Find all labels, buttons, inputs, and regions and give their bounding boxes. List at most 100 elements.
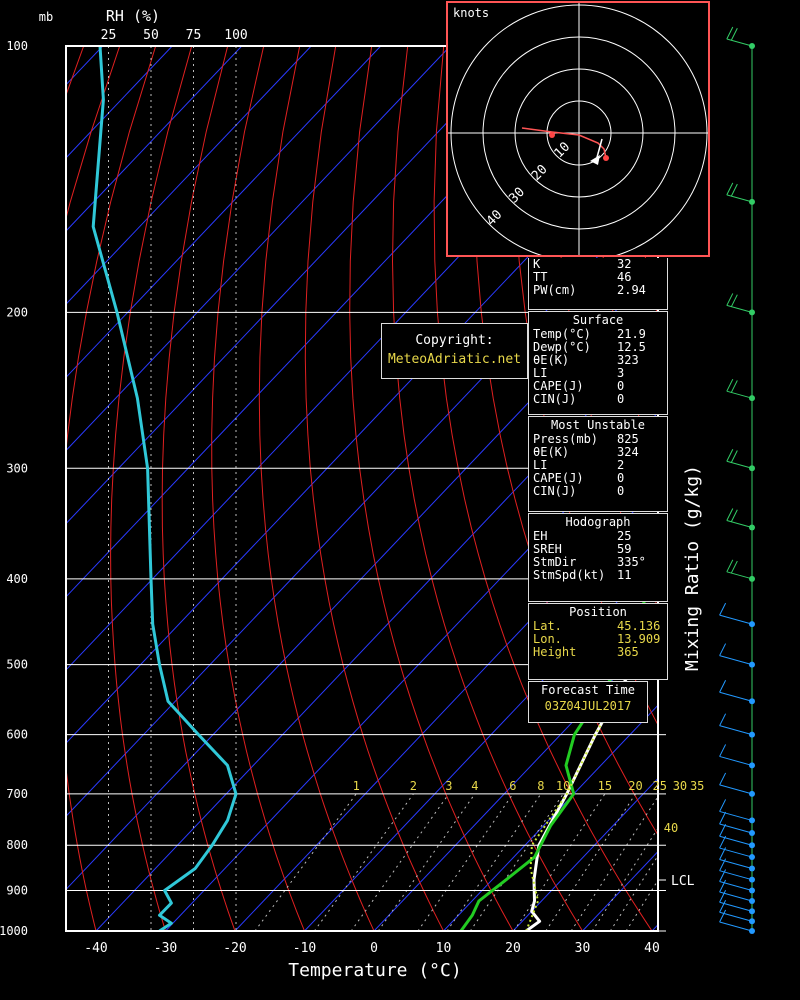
row-value: 25 (617, 529, 632, 543)
wind-barb-staff (719, 755, 753, 766)
wind-barb-staff (719, 881, 753, 891)
dry-adiabat-line (304, 46, 444, 931)
isotherm-line (373, 631, 658, 931)
mixing-ratio-label: 15 (598, 779, 612, 793)
most-unstable-row: Press(mb) 825 (529, 433, 667, 446)
rh-tick-label: 100 (224, 28, 247, 43)
mixing-ratio-label: 3 (445, 779, 452, 793)
wind-barb-staff (719, 655, 753, 666)
row-label: CAPE(J) (533, 471, 584, 485)
row-value: 46 (617, 270, 632, 284)
wind-barb-staff (719, 784, 753, 795)
most-unstable-title: Most Unstable (551, 418, 645, 432)
wind-barb-feather (726, 508, 734, 521)
copyright-label: Copyright: (415, 333, 494, 348)
temperature-tick-label: -40 (84, 941, 107, 956)
wind-barb-feather (719, 900, 727, 913)
hodograph-stats-row: EH 25 (529, 530, 667, 543)
wind-barb-feather (730, 28, 738, 41)
position-title: Position (569, 605, 627, 619)
copyright-site: MeteoAdriatic.net (387, 352, 522, 367)
wind-barb-feather (719, 713, 727, 726)
hodograph-stats-row: StmDir 335° (529, 556, 667, 569)
mixing-ratio-label: 2 (410, 779, 417, 793)
row-value: 825 (617, 432, 639, 446)
hodograph: knots 10 20 30 40 (446, 1, 710, 257)
temperature-tick-label: 0 (370, 941, 378, 956)
hodograph-ring-label: 20 (529, 162, 551, 184)
hodograph-stats-title: Hodograph (565, 515, 631, 529)
wind-barb-staff (719, 823, 753, 834)
row-label: CIN(J) (533, 484, 577, 498)
wind-barb-feather (730, 183, 738, 197)
isotherm-line (304, 558, 658, 931)
row-value: 3 (617, 366, 625, 380)
row-label: SREH (533, 542, 562, 556)
temperature-tick-label: 30 (575, 941, 591, 956)
pressure-tick-label: 200 (6, 305, 28, 319)
wind-barb-staff (719, 870, 753, 881)
row-value: 335° (617, 555, 646, 569)
row-label: PW(cm) (533, 283, 577, 297)
dry-adiabat-line (66, 46, 157, 931)
wind-barb-feather (719, 890, 727, 903)
temperature-tick-label: 10 (436, 941, 452, 956)
temperature-tick-label: -10 (293, 941, 316, 956)
wind-barb-staff (719, 614, 753, 625)
wind-barb-staff (719, 859, 753, 870)
row-label: CAPE(J) (533, 379, 584, 393)
hodograph-trace (521, 127, 607, 159)
wind-barb-staff (719, 891, 753, 902)
row-value: 0 (617, 379, 625, 393)
dry-adiabat-line (258, 46, 375, 931)
mixing-ratio-label: 4 (471, 779, 478, 793)
row-label: θE(K) (533, 445, 570, 459)
wind-barb-feather (726, 182, 734, 196)
wind-barb-staff (726, 38, 753, 47)
wind-barb-feather (726, 559, 734, 573)
mixing-ratio-line (350, 793, 450, 931)
indices-row: K 32 (529, 258, 667, 271)
row-label: LI (533, 366, 548, 380)
most-unstable-rows: Press(mb) 825 θE(K) 324 LI 2 CAPE(J) 0 CIN(J) 0 (529, 433, 667, 498)
wind-barb-staff (719, 725, 753, 736)
surface-rows: Temp(°C) 21.9 Dewp(°C) 12.5 θE(K) 323 LI 3 CAPE(… (529, 328, 667, 406)
pressure-tick-label: 300 (6, 461, 28, 475)
row-value: 0 (617, 392, 625, 406)
pressure-tick-label: 100 (6, 39, 28, 53)
wind-barb-staff (726, 460, 753, 469)
mixing-ratio-line (446, 793, 542, 931)
x-axis-label: Temperature (°C) (288, 960, 461, 981)
row-label: TT (533, 270, 548, 284)
dry-adiabat-line (732, 46, 800, 931)
wind-barb-staff (719, 921, 753, 932)
surface-row: CIN(J) 0 (529, 393, 667, 406)
mixing-ratio-label: 1 (353, 779, 360, 793)
wind-barb-staff (726, 390, 753, 399)
row-label: StmDir (533, 555, 577, 569)
mixing-ratio-label: 6 (509, 779, 516, 793)
isotherm-line (66, 46, 451, 452)
wind-barb-feather (719, 744, 727, 757)
dry-adiabat-line (349, 46, 514, 931)
isotherm-line (66, 265, 658, 891)
position-row: Height 365 (529, 646, 667, 659)
wind-barb-staff (726, 304, 753, 313)
wind-barb-feather (730, 509, 738, 522)
wind-barb-feather (719, 643, 727, 656)
mixing-ratio-label: 30 (673, 779, 687, 793)
surface-row: Temp(°C) 21.9 (529, 328, 667, 341)
row-value: 45.136 (617, 619, 661, 633)
most-unstable-row: LI 2 (529, 459, 667, 472)
wind-barb-feather (719, 679, 727, 693)
rh-tick-label: 25 (101, 28, 117, 43)
row-value: 59 (617, 542, 632, 556)
copyright-box: Copyright: MeteoAdriatic.net (381, 323, 528, 379)
mixing-ratio-line (254, 793, 357, 931)
hodograph-ring-label: 30 (506, 185, 528, 207)
mixing-ratio-line (625, 879, 658, 931)
dry-adiabat-line (391, 46, 583, 931)
row-value: 324 (617, 445, 639, 459)
lcl-label: LCL (671, 874, 695, 889)
